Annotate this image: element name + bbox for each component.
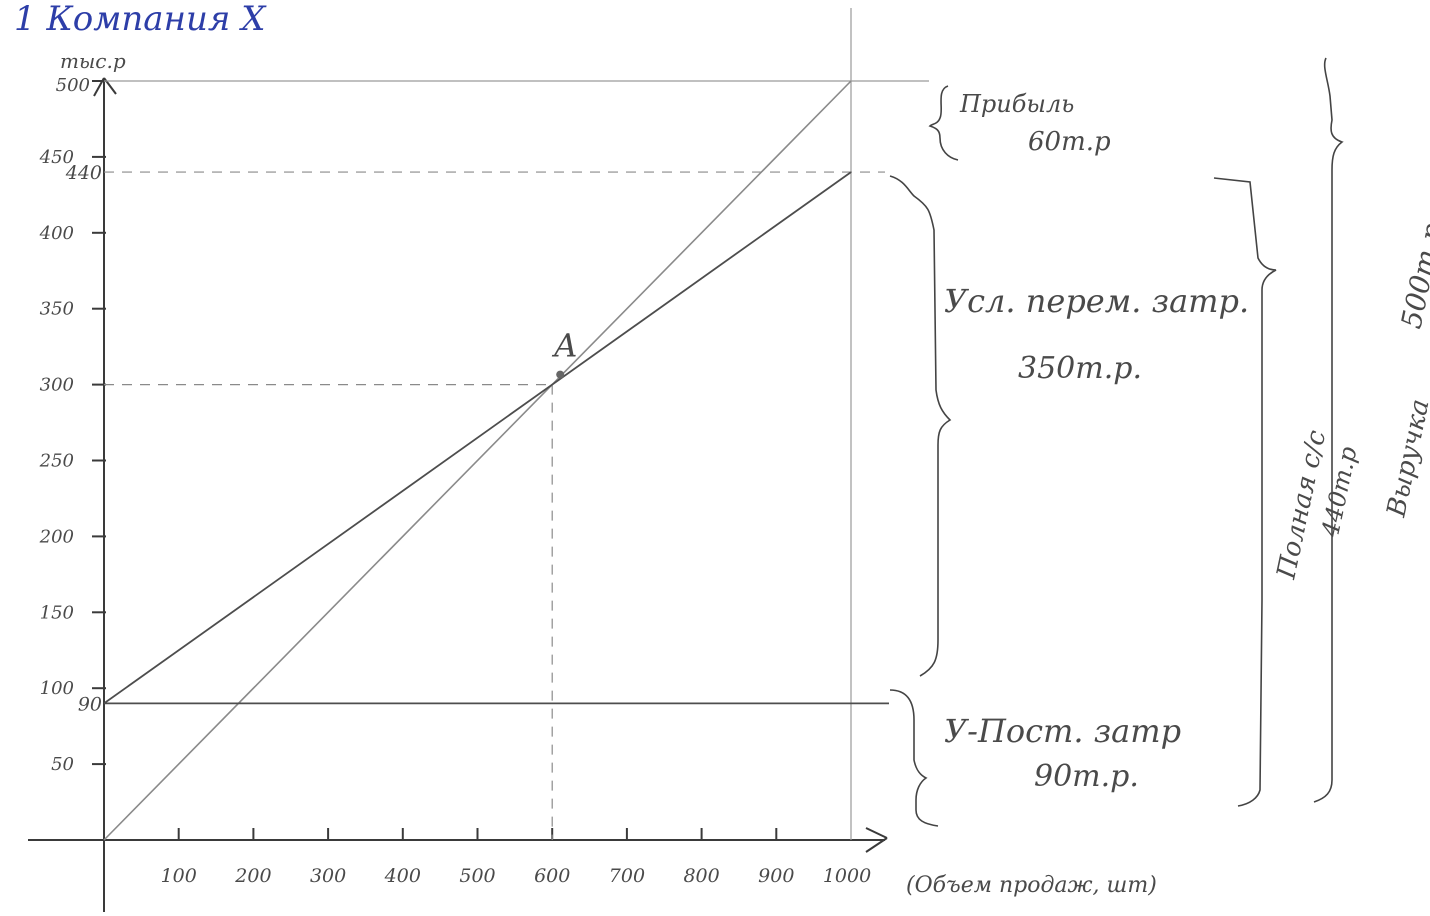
profit-brace xyxy=(928,85,959,161)
x-tick-label: 100 xyxy=(161,865,197,887)
fixed-costs-label: У-Пост. затр xyxy=(944,712,1181,750)
point-layer: A xyxy=(551,327,577,379)
y-tick-label: 450 xyxy=(39,147,74,168)
y-tick-label: 100 xyxy=(40,678,74,699)
y-tick-label: 250 xyxy=(39,451,74,472)
x-axis-arrow-2 xyxy=(865,837,888,853)
x-tick-label: 400 xyxy=(384,865,421,887)
x-axis-arrow xyxy=(865,827,888,839)
y-tick-label: 350 xyxy=(40,299,74,320)
revenue-bracket xyxy=(1313,57,1344,803)
y-axis-label: тыс.р xyxy=(60,49,126,73)
breakeven-point xyxy=(556,370,565,379)
y-tick-label: 50 xyxy=(51,754,74,775)
x-tick-label: 200 xyxy=(234,865,271,887)
fixed-costs-brace xyxy=(889,689,939,827)
y-tick-label: 300 xyxy=(40,375,74,396)
y-mark-label: 90 xyxy=(78,693,102,715)
x-tick-label: 300 xyxy=(310,865,346,887)
x-tick-label: 600 xyxy=(534,865,570,887)
variable-costs-value: 350т.р. xyxy=(1018,351,1142,386)
y-mark-label: 440 xyxy=(65,162,102,184)
guides-layer xyxy=(104,80,929,840)
y-tick-label: 150 xyxy=(40,602,74,623)
y-tick-label: 400 xyxy=(39,223,74,244)
x-axis-label: (Объем продаж, шт) xyxy=(906,873,1157,898)
series-line-2 xyxy=(103,171,852,705)
y-tick-label: 500 xyxy=(56,75,90,96)
revenue-label: Выручка xyxy=(1381,397,1430,521)
series-layer xyxy=(103,80,889,841)
x-tick-label: 1000 xyxy=(823,865,871,887)
profit-value: 60т.р xyxy=(1028,127,1111,157)
x-tick-label: 700 xyxy=(609,865,645,887)
full-cost-bracket xyxy=(1213,177,1277,807)
revenue-value: 500т.р xyxy=(1395,220,1430,331)
variable-costs-brace xyxy=(889,175,952,677)
x-tick-label: 900 xyxy=(758,865,794,887)
breakeven-point-label: A xyxy=(551,327,577,365)
variable-costs-label: Усл. перем. затр. xyxy=(944,282,1249,320)
page-title: 1 Компания X xyxy=(14,0,267,39)
profit-label: Прибыль xyxy=(959,90,1074,118)
x-tick-label: 800 xyxy=(683,865,719,887)
x-tick-label: 500 xyxy=(459,865,495,887)
fixed-costs-value: 90т.р. xyxy=(1034,759,1139,794)
y-tick-label: 200 xyxy=(39,526,74,547)
ticks-layer: 50 100 150 200 250 300 350 400 450 500 90 440 100 200… xyxy=(39,75,872,887)
series-line-1 xyxy=(103,80,852,841)
